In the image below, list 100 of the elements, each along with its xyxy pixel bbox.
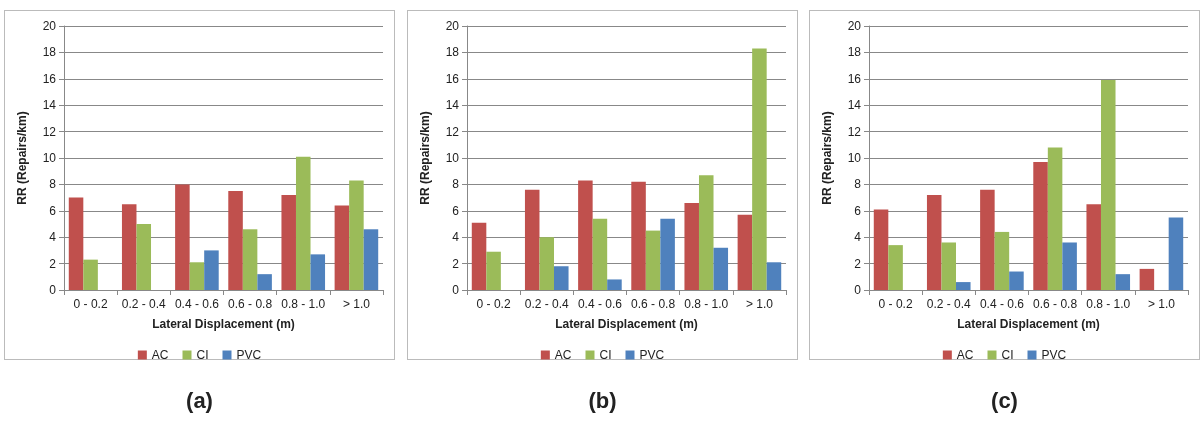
bar	[485, 251, 501, 290]
y-tick-label: 12	[847, 124, 862, 139]
bar	[310, 254, 326, 290]
x-tick-label: 0.4 - 0.6	[980, 297, 1025, 311]
x-tick-label: 0.8 - 1.0	[683, 297, 729, 311]
bar	[189, 262, 205, 290]
y-tick-label: 16	[847, 71, 862, 86]
legend-label: AC	[957, 348, 975, 362]
bar	[577, 180, 593, 290]
y-tick-label: 8	[451, 177, 459, 192]
y-tick-label: 14	[445, 98, 459, 113]
bar	[68, 197, 84, 290]
y-tick-label: 6	[49, 203, 57, 218]
y-tick-label: 2	[451, 256, 459, 271]
y-tick-label: 0	[854, 283, 862, 297]
bar	[363, 229, 379, 290]
bar	[136, 224, 152, 290]
bar	[698, 175, 714, 290]
x-tick-label: 0 - 0.2	[878, 297, 914, 311]
bar	[281, 194, 296, 290]
bar	[539, 237, 554, 290]
bar	[606, 279, 622, 290]
y-tick-label: 18	[847, 45, 862, 60]
bar	[1101, 80, 1116, 290]
y-tick-label: 14	[847, 98, 862, 113]
x-tick-label: 0.6 - 0.8	[1033, 297, 1078, 311]
x-tick-label: 0.2 - 0.4	[524, 297, 569, 311]
y-tick-label: 18	[42, 45, 57, 60]
x-axis-title: Lateral Displacement (m)	[554, 317, 698, 331]
text: (c)	[991, 387, 1019, 413]
bar	[121, 204, 137, 290]
bar	[630, 181, 646, 290]
y-tick-label: 8	[854, 177, 862, 192]
legend-label: AC	[554, 348, 572, 362]
bar	[1115, 274, 1131, 290]
bar	[1169, 217, 1184, 290]
y-tick-label: 20	[445, 19, 459, 33]
x-axis-title: Lateral Displacement (m)	[152, 317, 295, 331]
y-tick-label: 8	[49, 177, 57, 192]
bar	[334, 205, 350, 290]
bar	[941, 242, 957, 290]
y-tick-label: 16	[42, 71, 57, 86]
bar	[1033, 161, 1049, 290]
legend-label: AC	[151, 348, 169, 362]
y-tick-label: 0	[451, 283, 459, 297]
bar	[257, 274, 272, 290]
bar	[980, 189, 995, 290]
y-tick-label: 6	[451, 203, 459, 218]
x-axis-title: Lateral Displacement (m)	[957, 317, 1101, 331]
x-tick-label: > 1.0	[342, 297, 371, 311]
text: (a)	[186, 387, 213, 413]
legend-label: PVC	[236, 348, 262, 362]
y-axis-title: RR (Repairs/km)	[417, 111, 432, 205]
y-tick-label: 16	[445, 71, 459, 86]
bar	[684, 202, 699, 290]
x-tick-label: 0.4 - 0.6	[174, 297, 220, 311]
bar	[1048, 147, 1063, 290]
text: (b)	[588, 387, 617, 413]
legend-label: PVC	[639, 348, 665, 362]
legend-label: PVC	[1041, 348, 1067, 362]
legend-label: CI	[599, 348, 612, 362]
y-axis-title: RR (Repairs/km)	[820, 111, 835, 205]
y-tick-label: 14	[42, 98, 57, 113]
y-tick-label: 0	[49, 283, 57, 297]
x-tick-label: 0 - 0.2	[476, 297, 511, 311]
y-tick-label: 10	[847, 151, 862, 165]
bar	[1086, 204, 1102, 290]
y-tick-label: 20	[847, 19, 862, 33]
bar	[175, 184, 190, 290]
x-tick-label: 0.4 - 0.6	[577, 297, 622, 311]
x-tick-label: 0.6 - 0.8	[630, 297, 676, 311]
y-tick-label: 12	[445, 124, 459, 139]
x-tick-label: > 1.0	[745, 297, 773, 311]
bar	[242, 229, 258, 290]
y-tick-label: 18	[445, 45, 459, 60]
y-tick-label: 4	[49, 230, 57, 245]
bar	[83, 259, 98, 290]
bar	[295, 156, 311, 290]
x-tick-label: 0.8 - 1.0	[1086, 297, 1131, 311]
legend-label: CI	[1001, 348, 1014, 362]
x-tick-label: 0.2 - 0.4	[927, 297, 972, 311]
bar	[766, 262, 781, 290]
y-tick-label: 4	[854, 230, 862, 245]
y-tick-label: 2	[49, 256, 57, 271]
y-tick-label: 20	[42, 19, 57, 33]
bar	[349, 180, 364, 290]
x-tick-label: 0.6 - 0.8	[228, 297, 273, 311]
y-tick-label: 10	[42, 151, 57, 165]
bar	[660, 218, 675, 290]
y-axis-title: RR (Repairs/km)	[15, 111, 29, 205]
bar	[592, 218, 607, 290]
bar	[1139, 268, 1155, 290]
bar	[645, 230, 661, 290]
legend-label: CI	[196, 348, 209, 362]
x-tick-label: 0 - 0.2	[73, 297, 108, 311]
bar	[888, 245, 904, 290]
x-tick-label: 0.8 - 1.0	[281, 297, 326, 311]
bar	[751, 48, 767, 290]
x-tick-label: 0.2 - 0.4	[121, 297, 167, 311]
bar	[1009, 271, 1025, 290]
